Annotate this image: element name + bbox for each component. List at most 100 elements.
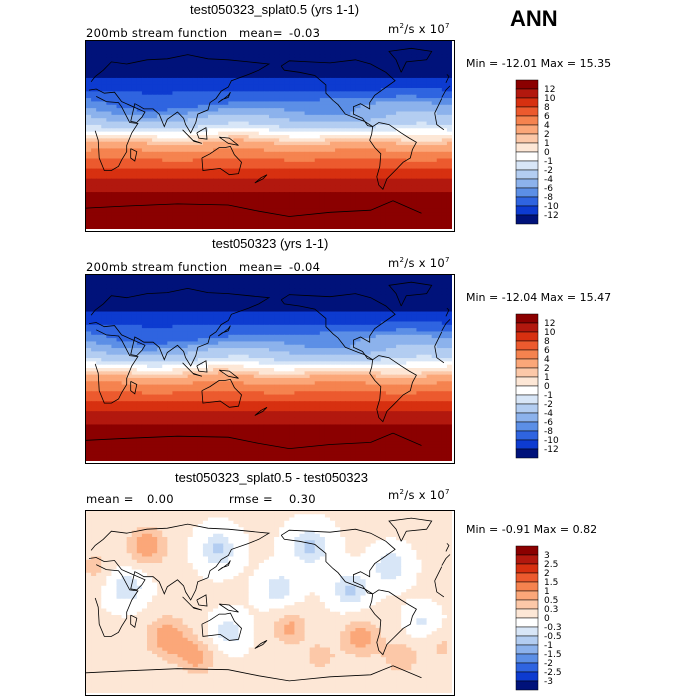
contour-cell [96,301,102,306]
contour-cell [243,281,250,286]
contour-cell [319,215,326,220]
contour-cell [345,225,351,229]
contour-cell [284,192,290,197]
contour-cell [223,71,229,76]
contour-cell [167,198,174,203]
contour-cell [330,138,336,143]
contour-cell [279,288,285,293]
contour-cell [233,114,240,119]
contour-cell [385,81,392,86]
contour-cell [360,178,367,183]
contour-cell [243,222,250,227]
contour-cell [96,111,102,116]
contour-cell [121,198,128,203]
contour-cell [192,215,199,220]
contour-cell [258,108,265,113]
contour-cell [131,41,138,45]
contour-cell [385,88,392,92]
contour-cell [421,111,428,116]
contour-cell [279,195,285,200]
contour-cell [304,61,311,66]
contour-cell [187,114,194,119]
contour-cell [172,94,179,99]
contour-cell [370,161,377,166]
contour-cell [152,64,158,69]
contour-cell [96,81,102,86]
contour-cell [314,94,321,99]
contour-cell [294,171,301,176]
contour-cell [299,91,306,96]
contour-cell [213,192,219,197]
contour-cell [141,124,148,129]
contour-cell [426,308,433,313]
contour-cell [202,51,209,56]
contour-cell [375,51,382,56]
contour-cell [182,81,189,86]
contour-cell [436,74,443,79]
contour-cell [126,81,133,86]
contour-cell [121,188,128,193]
contour-cell [294,145,301,150]
contour-cell [263,148,270,153]
contour-cell [426,88,433,92]
contour-cell [101,314,107,319]
contour-cell [365,168,372,173]
contour-cell [136,198,143,203]
contour-cell [330,128,336,133]
contour-cell [197,51,204,56]
contour-cell [340,148,346,153]
contour-cell [167,145,174,150]
contour-cell [274,294,280,299]
contour-cell [116,182,123,186]
contour-cell [319,281,326,286]
contour-cell [294,185,301,190]
contour-cell [162,222,168,227]
contour-cell [350,218,357,223]
contour-cell [147,77,153,82]
contour-cell [421,215,428,220]
contour-cell [141,51,148,56]
contour-cell [136,114,143,119]
contour-cell [406,57,412,62]
contour-cell [304,41,311,45]
contour-cell [274,138,280,143]
contour-cell [86,47,92,52]
contour-cell [345,275,351,279]
contour-cell [126,74,133,79]
contour-cell [385,182,392,186]
contour-cell [416,118,423,123]
contour-cell [314,294,321,299]
contour-cell [116,195,123,200]
contour-cell [147,155,153,160]
contour-cell [416,121,423,126]
contour-cell [162,212,168,217]
contour-cell [121,291,128,296]
contour-cell [274,124,280,129]
contour-cell [304,51,311,56]
contour-cell [350,121,357,126]
contour-cell [243,288,250,293]
contour-cell [345,218,351,223]
contour-cell [197,158,204,163]
contour-cell [126,161,133,166]
contour-cell [335,57,341,62]
contour-cell [401,131,407,136]
contour-cell [192,281,199,286]
contour-cell [385,188,392,193]
contour-cell [177,291,184,296]
contour-cell [243,192,250,197]
contour-cell [111,88,118,92]
contour-cell [385,171,392,176]
contour-cell [228,311,235,316]
contour-cell [335,88,341,92]
contour-cell [370,171,377,176]
contour-cell [86,74,92,79]
contour-cell [223,67,229,72]
contour-cell [319,212,326,217]
contour-cell [218,298,224,303]
contour-cell [436,111,443,116]
contour-cell [213,168,219,173]
contour-cell [172,158,179,163]
contour-cell [177,101,184,106]
contour-cell [431,145,438,150]
